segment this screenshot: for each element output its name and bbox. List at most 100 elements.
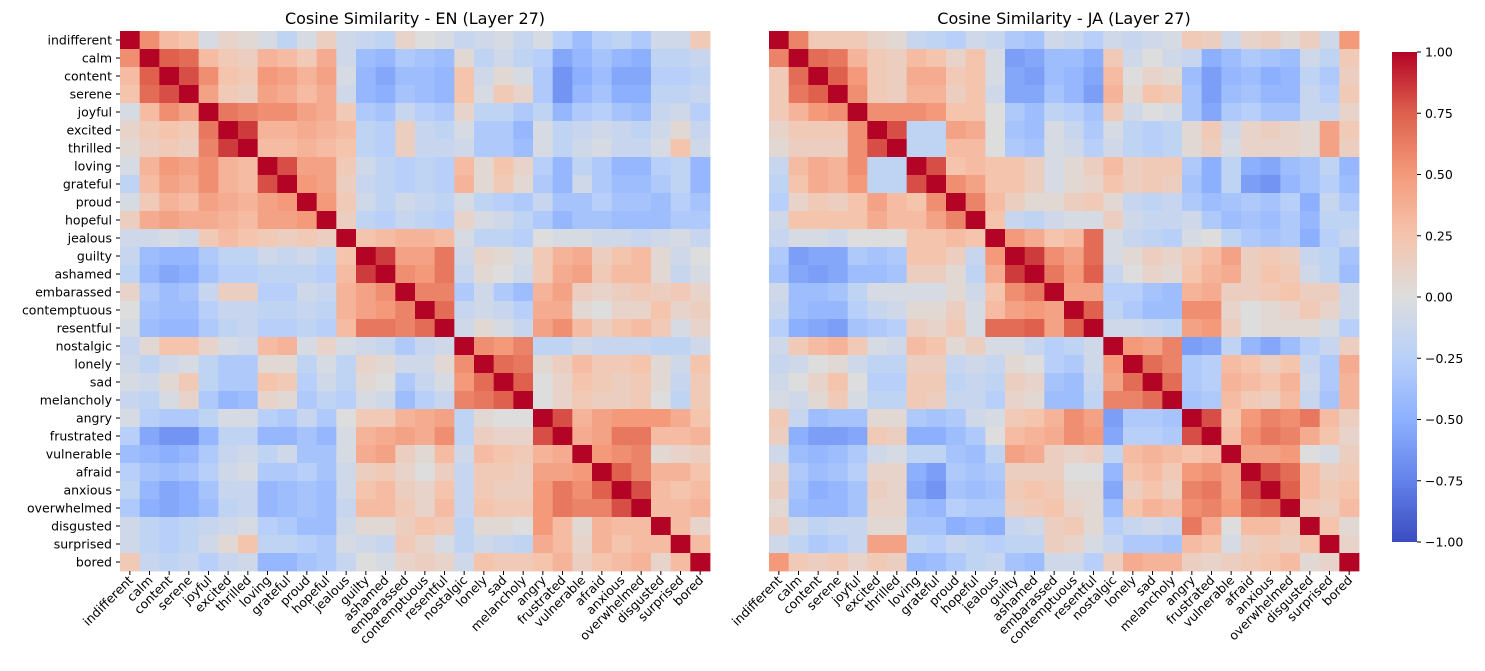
heatmap-en-y-ticks: indifferentcalmcontentserenejoyfulexcite… [22,33,120,570]
heatmap-en-cell-8-11 [336,175,357,194]
heatmap-en-cell-0-26 [631,31,652,50]
heatmap-ja-cell-0-29 [1339,31,1360,50]
heatmap-en-cell-3-25 [611,85,632,104]
heatmap-en-cell-24-18 [474,463,495,482]
heatmap-en-cell-24-0 [120,463,141,482]
heatmap-en-cell-1-28 [670,49,691,68]
heatmap-en-cell-3-20 [513,85,534,104]
heatmap-en-cell-9-23 [572,193,593,212]
heatmap-en-cell-9-17 [454,193,475,212]
heatmap-ja-cell-18-12 [1005,355,1026,374]
heatmap-en-cell-2-17 [454,67,475,86]
heatmap-ja-cell-10-24 [1241,211,1262,230]
heatmap-en-cell-6-14 [395,139,416,158]
heatmap-en-cell-23-6 [238,445,259,464]
heatmap-en-cell-9-11 [336,193,357,212]
heatmap-ja-cell-13-14 [1044,265,1065,284]
heatmap-en-cell-2-22 [552,67,573,86]
heatmap-en-cell-8-3 [179,175,200,194]
heatmap-ja-cell-15-9 [946,301,967,320]
heatmap-ja-cell-9-22 [1201,193,1222,212]
heatmap-ja-cell-19-18 [1123,373,1144,392]
heatmap-en-cell-24-25 [611,463,632,482]
heatmap-en-cell-2-2 [159,67,180,86]
heatmap-ja-cell-8-4 [847,175,868,194]
heatmap-ja-cell-13-16 [1083,265,1104,284]
heatmap-ja-cell-5-26 [1280,121,1301,140]
heatmap-en-cell-13-16 [434,265,455,284]
heatmap-ja-cell-5-2 [808,121,829,140]
heatmap-ja-cell-11-22 [1201,229,1222,248]
heatmap-en-cell-22-17 [454,427,475,446]
heatmap-ja-cell-27-17 [1103,517,1124,536]
heatmap-ja-cell-9-27 [1300,193,1321,212]
heatmap-ja-cell-15-18 [1123,301,1144,320]
heatmap-en-cell-6-13 [375,139,396,158]
heatmap-en-cell-19-6 [238,373,259,392]
heatmap-ja-cell-22-17 [1103,427,1124,446]
heatmap-ja-cell-17-9 [946,337,967,356]
heatmap-ja-cell-14-10 [965,283,986,302]
heatmap-en-cell-9-24 [592,193,613,212]
heatmap-en-cell-10-23 [572,211,593,230]
heatmap-en-cell-11-14 [395,229,416,248]
heatmap-en-cell-14-15 [415,283,436,302]
heatmap-en-cell-15-14 [395,301,416,320]
heatmap-en-cell-26-22 [552,499,573,518]
heatmap-en-cell-2-9 [297,67,318,86]
heatmap-en-cell-14-24 [592,283,613,302]
heatmap-ja-cell-13-1 [788,265,809,284]
heatmap-ja-cell-3-21 [1182,85,1203,104]
heatmap-en-cell-26-23 [572,499,593,518]
heatmap-en-cell-23-16 [434,445,455,464]
heatmap-ja-cell-26-29 [1339,499,1360,518]
heatmap-en-cell-4-22 [552,103,573,122]
heatmap-ja-cell-0-21 [1182,31,1203,50]
heatmap-ja-cell-12-8 [926,247,947,266]
heatmap-en-cell-7-27 [651,157,672,176]
heatmap-ja-cell-26-11 [985,499,1006,518]
heatmap-ja: Cosine Similarity - JA (Layer 27) indiff… [729,9,1360,647]
heatmap-en-cell-20-15 [415,391,436,410]
heatmap-ja-cell-18-16 [1083,355,1104,374]
heatmap-en-cell-14-2 [159,283,180,302]
heatmap-ja-cell-27-15 [1064,517,1085,536]
heatmap-en-cell-1-26 [631,49,652,68]
heatmap-ja-cell-9-13 [1024,193,1045,212]
heatmap-en-cell-26-17 [454,499,475,518]
heatmap-ja-cell-6-11 [985,139,1006,158]
heatmap-en-cell-9-21 [533,193,554,212]
heatmap-en-cell-10-13 [375,211,396,230]
heatmap-ja-cell-0-11 [985,31,1006,50]
heatmap-en-cell-16-17 [454,319,475,338]
heatmap-ja-cell-2-27 [1300,67,1321,86]
heatmap-en-cell-3-28 [670,85,691,104]
heatmap-ja-cell-15-14 [1044,301,1065,320]
heatmap-en-cell-24-20 [513,463,534,482]
heatmap-ja-cell-4-4 [847,103,868,122]
heatmap-ja-cell-4-13 [1024,103,1045,122]
heatmap-en-cell-10-27 [651,211,672,230]
heatmap-en-cell-11-3 [179,229,200,248]
heatmap-en-cell-10-7 [257,211,278,230]
heatmap-ja-cell-9-12 [1005,193,1026,212]
heatmap-ja-cell-16-8 [926,319,947,338]
heatmap-en-cell-24-8 [277,463,298,482]
heatmap-ja-cell-2-1 [788,67,809,86]
heatmap-en-cell-29-27 [651,553,672,572]
heatmap-en-cell-15-18 [474,301,495,320]
heatmap-ja-cell-26-7 [906,499,927,518]
heatmap-ja-cell-16-24 [1241,319,1262,338]
heatmap-en-cell-22-11 [336,427,357,446]
heatmap-en-cell-3-24 [592,85,613,104]
heatmap-en-cell-4-8 [277,103,298,122]
heatmap-ja-cell-17-10 [965,337,986,356]
heatmap-en-cell-21-16 [434,409,455,428]
heatmap-en-cell-10-6 [238,211,259,230]
heatmap-ja-cell-28-12 [1005,535,1026,554]
heatmap-en-cell-22-4 [198,427,219,446]
heatmap-ja-cell-10-8 [926,211,947,230]
heatmap-en-cell-26-13 [375,499,396,518]
heatmap-en-cell-25-14 [395,481,416,500]
heatmap-ja-cell-2-19 [1142,67,1163,86]
